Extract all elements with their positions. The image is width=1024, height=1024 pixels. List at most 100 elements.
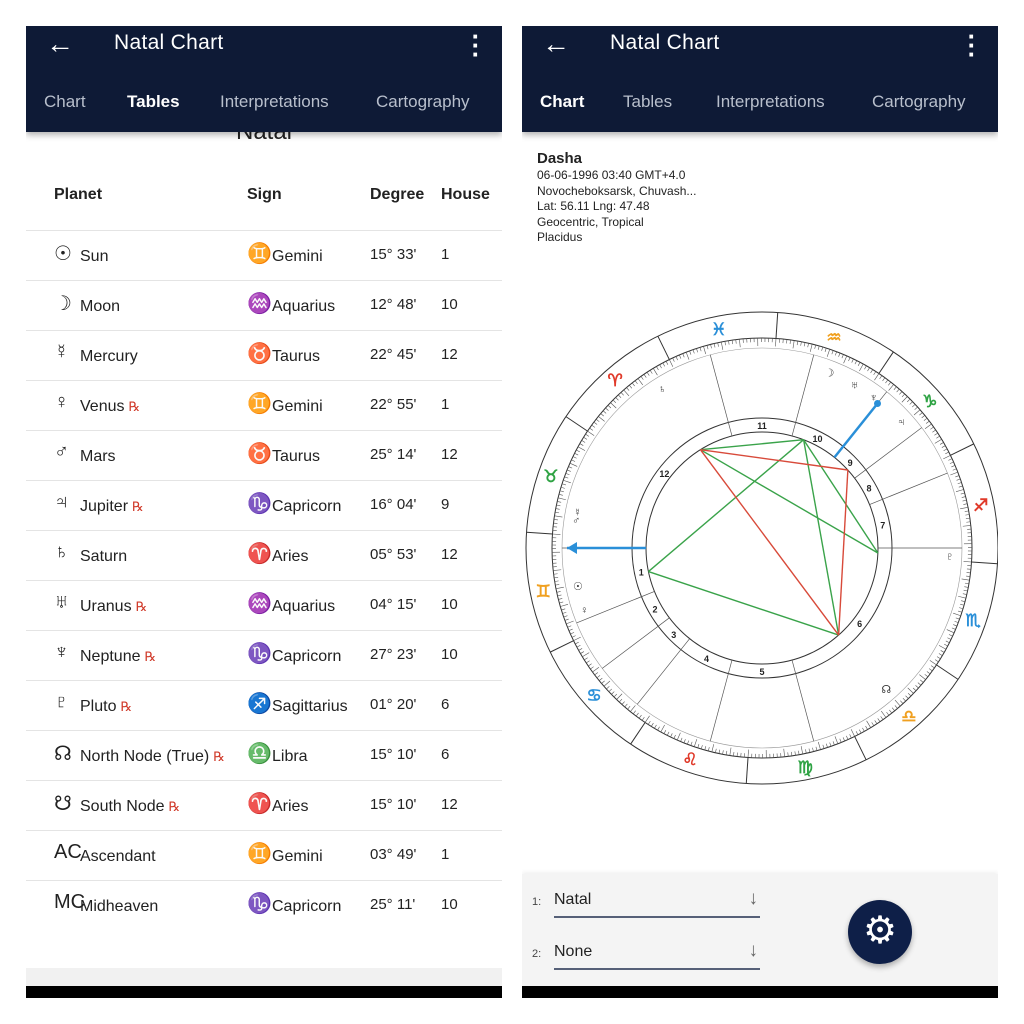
table-row[interactable]: ☽ Moon ♒ Aquarius 12° 48' 10 bbox=[26, 280, 502, 330]
chart-2-select[interactable]: None ↓ bbox=[554, 940, 760, 970]
app-title: Natal Chart bbox=[610, 31, 720, 54]
planet-label: Moon bbox=[80, 298, 121, 315]
table-row[interactable]: ☊ North Node (True) ℞ ♎ Libra 15° 10' 6 bbox=[26, 730, 502, 780]
degree-tick bbox=[627, 706, 631, 710]
degree-tick bbox=[944, 643, 948, 647]
planet-glyph-icon: MC bbox=[54, 891, 86, 913]
degree-tick bbox=[679, 354, 682, 359]
house-cusp-line bbox=[869, 472, 948, 505]
chart-system: Geocentric, Tropical bbox=[537, 214, 644, 229]
table-row[interactable]: ☿ Mercury ♉ Taurus 22° 45' 12 bbox=[26, 330, 502, 380]
table-row[interactable]: AC Ascendant ♊ Gemini 03° 49' 1 bbox=[26, 830, 502, 880]
table-row[interactable]: ♄ Saturn ♈ Aries 05° 53' 12 bbox=[26, 530, 502, 580]
more-vert-icon[interactable]: · · · bbox=[471, 26, 481, 69]
house-cusp-line bbox=[602, 617, 670, 669]
planet-name: Ascendant bbox=[80, 848, 160, 866]
tab-tables[interactable]: Tables bbox=[623, 92, 673, 111]
house-number: 7 bbox=[880, 521, 885, 531]
zodiac-sign-icon: ♓︎ bbox=[711, 320, 726, 339]
degree-tick bbox=[606, 686, 610, 690]
degree-tick bbox=[965, 517, 970, 519]
retrograde-icon: ℞ bbox=[213, 749, 225, 764]
back-arrow-icon[interactable]: ← bbox=[46, 28, 74, 59]
natal-wheel[interactable]: ♈︎♉︎♊︎♋︎♌︎ ♍︎♎︎♏︎♐︎♑︎♒︎♓︎123456789101112☉… bbox=[522, 298, 998, 798]
table-row[interactable]: ♆ Neptune ℞ ♑ Capricorn 27° 23' 10 bbox=[26, 630, 502, 680]
degree-tick bbox=[956, 478, 961, 481]
degree-tick bbox=[700, 745, 703, 750]
selector-1-label: 1: bbox=[532, 896, 542, 908]
table-row[interactable]: ♃ Jupiter ℞ ♑ Capricorn 16° 04' 9 bbox=[26, 480, 502, 530]
degree-tick bbox=[556, 504, 561, 507]
more-vert-icon[interactable]: · · · bbox=[967, 26, 977, 69]
degree-tick bbox=[851, 358, 854, 363]
tab-tables[interactable]: Tables bbox=[127, 92, 180, 111]
sign-name: Taurus bbox=[272, 448, 321, 465]
degree-tick bbox=[733, 752, 735, 757]
degree-tick bbox=[660, 724, 665, 733]
table-row[interactable]: ☉ Sun ♊ Gemini 15° 33' 1 bbox=[26, 230, 502, 280]
sign-name: Aquarius bbox=[272, 598, 336, 615]
degree-tick bbox=[962, 525, 971, 527]
degree-tick bbox=[899, 391, 903, 395]
house-cusp-line bbox=[576, 591, 655, 624]
settings-button[interactable]: ⚙ bbox=[848, 900, 912, 964]
table-row[interactable]: MC Midheaven ♑ Capricorn 25° 11' 10 bbox=[26, 880, 502, 930]
planet-glyph-icon: ♅ bbox=[54, 591, 69, 613]
planet-glyph-icon: ♄ bbox=[658, 384, 666, 396]
tab-chart[interactable]: Chart bbox=[44, 92, 86, 111]
degree-tick bbox=[576, 645, 581, 648]
planet-glyph-icon: ♃ bbox=[54, 491, 69, 513]
degree-tick bbox=[564, 476, 569, 479]
house-number: 1 bbox=[639, 567, 644, 577]
tab-cartography[interactable]: Cartography bbox=[872, 92, 966, 111]
degree-tick bbox=[593, 421, 598, 425]
table-row[interactable]: ♀ Venus ℞ ♊ Gemini 22° 55' 1 bbox=[26, 380, 502, 430]
planet-label: Mars bbox=[80, 448, 116, 465]
sign-name: Gemini bbox=[272, 848, 323, 865]
sign-glyph-icon: ♎ bbox=[247, 743, 272, 765]
degree-tick bbox=[621, 701, 625, 705]
degree-tick bbox=[704, 746, 707, 751]
tab-interpretations[interactable]: Interpretations bbox=[716, 92, 825, 111]
degree-tick bbox=[630, 705, 636, 712]
tab-cartography[interactable]: Cartography bbox=[376, 92, 470, 111]
table-row[interactable]: ♇ Pluto ℞ ♐ Sagittarius 01° 20' 6 bbox=[26, 680, 502, 730]
degree-tick bbox=[566, 620, 574, 625]
gear-icon: ⚙ bbox=[862, 910, 898, 952]
degree-tick bbox=[800, 341, 802, 346]
house-cusp-line bbox=[791, 354, 815, 437]
degree-tick bbox=[558, 598, 563, 600]
degree-tick bbox=[846, 735, 849, 740]
aspect-line bbox=[648, 570, 839, 636]
degree-tick bbox=[578, 648, 583, 651]
house-number: 3 bbox=[671, 630, 676, 640]
zodiac-sign-icon: ♋︎ bbox=[587, 686, 602, 705]
tab-interpretations[interactable]: Interpretations bbox=[220, 92, 329, 111]
degree-tick bbox=[925, 420, 930, 424]
house-cusp-line bbox=[636, 638, 690, 705]
col-planet: Planet bbox=[54, 186, 103, 203]
zodiac-sign-icon: ♎︎ bbox=[901, 707, 916, 726]
table-row[interactable]: ☋ South Node ℞ ♈ Aries 15° 10' 12 bbox=[26, 780, 502, 830]
degree-tick bbox=[571, 459, 576, 462]
degree-tick bbox=[559, 490, 564, 493]
degree-tick bbox=[644, 715, 650, 723]
tab-chart[interactable]: Chart bbox=[540, 92, 585, 111]
planet-glyph-icon: ♅ bbox=[851, 379, 859, 391]
sign-name: Gemini bbox=[272, 248, 323, 265]
table-row[interactable]: ♅ Uranus ℞ ♒ Aquarius 04° 15' 10 bbox=[26, 580, 502, 630]
degree-tick bbox=[610, 402, 617, 409]
house-value: 12 bbox=[441, 796, 458, 813]
degree-tick bbox=[568, 466, 573, 469]
degree-tick bbox=[717, 342, 719, 347]
sign-name: Taurus bbox=[272, 348, 321, 365]
degree-tick bbox=[602, 410, 607, 414]
retrograde-icon: ℞ bbox=[128, 399, 141, 414]
degree-tick bbox=[824, 347, 827, 352]
degree-value: 27° 23' bbox=[370, 646, 417, 663]
planet-glyph-icon: ♆ bbox=[870, 392, 878, 404]
back-arrow-icon[interactable]: ← bbox=[542, 28, 570, 59]
table-row[interactable]: ♂ Mars ♉ Taurus 25° 14' 12 bbox=[26, 430, 502, 480]
degree-tick bbox=[624, 703, 628, 708]
chart-1-select[interactable]: Natal ↓ bbox=[554, 888, 760, 918]
